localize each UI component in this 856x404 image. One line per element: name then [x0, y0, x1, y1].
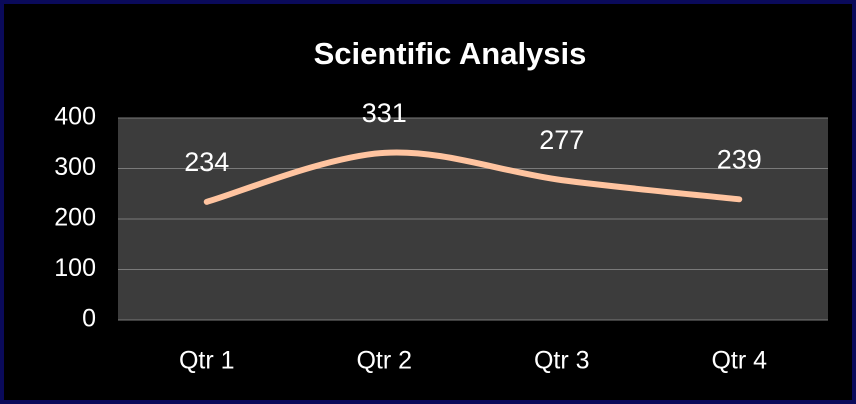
- line-series: [203, 149, 743, 205]
- x-tick-label: Qtr 3: [534, 347, 590, 375]
- chart-title: Scientific Analysis: [314, 36, 587, 71]
- x-tick-label: Qtr 2: [356, 347, 412, 375]
- y-tick-label: 200: [54, 204, 96, 232]
- data-label: 239: [717, 144, 762, 174]
- x-tick-label: Qtr 4: [711, 347, 767, 375]
- data-label: 234: [184, 147, 229, 177]
- x-tick-label: Qtr 1: [179, 347, 235, 375]
- y-tick-label: 100: [54, 254, 96, 282]
- data-label: 331: [362, 98, 407, 128]
- y-tick-label: 0: [82, 305, 96, 333]
- y-tick-label: 300: [54, 153, 96, 181]
- data-label: 277: [539, 125, 584, 155]
- y-tick-label: 400: [54, 103, 96, 131]
